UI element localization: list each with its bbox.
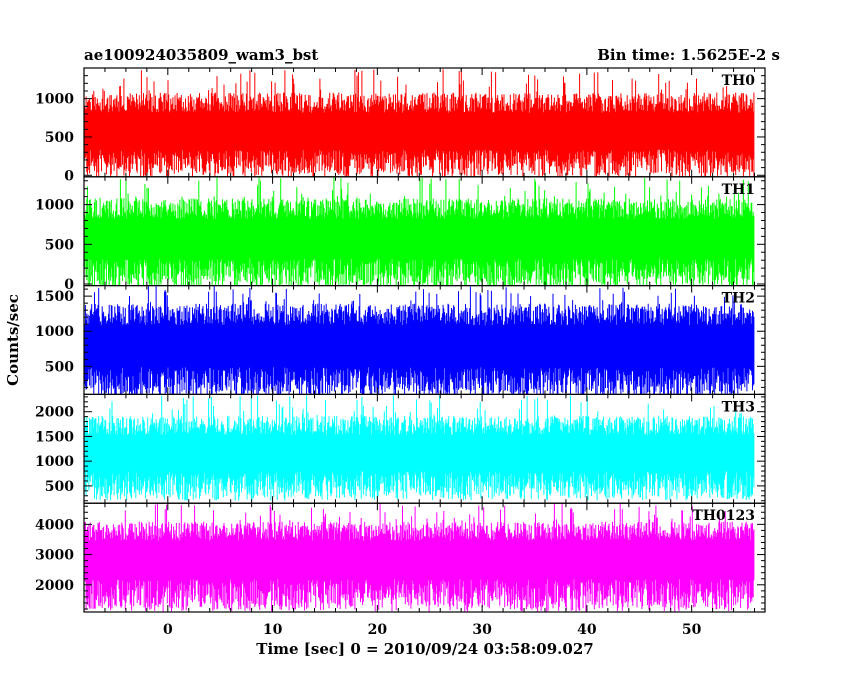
y-tick-label: 500	[45, 479, 74, 495]
y-tick-label: 3000	[35, 548, 74, 564]
x-axis-ticks: 0 10 20 30 40 50	[163, 622, 702, 638]
panel-th3: 500 1000 1500 2000 TH3	[35, 393, 766, 504]
x-tick-label: 40	[577, 622, 597, 638]
y-tick-label: 500	[45, 130, 74, 146]
y-tick-label: 1000	[35, 324, 74, 340]
panel-label: TH1	[722, 182, 755, 198]
y-tick-label: 4000	[35, 517, 74, 533]
panel-th1: 0 500 1000 TH1	[35, 176, 766, 293]
x-tick-label: 10	[263, 622, 283, 638]
y-tick-label: 1500	[35, 429, 74, 445]
panel-label: TH0	[722, 73, 756, 89]
series-th0123	[83, 503, 755, 612]
chart-title-right: Bin time: 1.5625E-2 s	[597, 46, 780, 64]
x-tick-label: 20	[368, 622, 388, 638]
x-axis-title: Time [sec] 0 = 2010/09/24 03:58:09.027	[256, 640, 593, 658]
panel-label: TH0123	[692, 508, 755, 524]
y-tick-label: 2000	[35, 405, 74, 421]
panel-frame	[83, 502, 766, 613]
panel-th0: 0 500 1000 TH0	[35, 67, 766, 184]
y-tick-label: 500	[45, 237, 74, 253]
y-tick-label: 0	[64, 277, 74, 293]
y-tick-label: 0	[64, 168, 74, 184]
y-tick-label: 1000	[35, 92, 74, 108]
series-th2	[83, 286, 755, 395]
panel-th2: 500 1000 1500 TH2	[35, 285, 766, 396]
y-tick-label: 1000	[35, 198, 74, 214]
panel-label: TH3	[722, 399, 755, 415]
y-tick-label: 2000	[35, 578, 74, 594]
panel-label: TH2	[722, 291, 755, 307]
y-tick-label: 1000	[35, 454, 74, 470]
x-tick-label: 30	[472, 622, 492, 638]
y-tick-label: 1500	[35, 289, 74, 305]
y-tick-label: 500	[45, 359, 74, 375]
panel-th0123: 2000 3000 4000 TH0123	[35, 502, 766, 613]
y-axis-title: Counts/sec	[4, 294, 22, 386]
panel-stack: 0 500 1000 TH0 0 500 1000 TH1 500 1000 1500 TH2 500 1…	[35, 67, 766, 613]
series-th0	[83, 68, 755, 177]
series-th1	[83, 176, 755, 286]
x-tick-label: 50	[682, 622, 702, 638]
series-th3	[83, 394, 755, 501]
x-tick-label: 0	[163, 622, 173, 638]
chart-title-left: ae100924035809_wam3_bst	[84, 46, 318, 64]
